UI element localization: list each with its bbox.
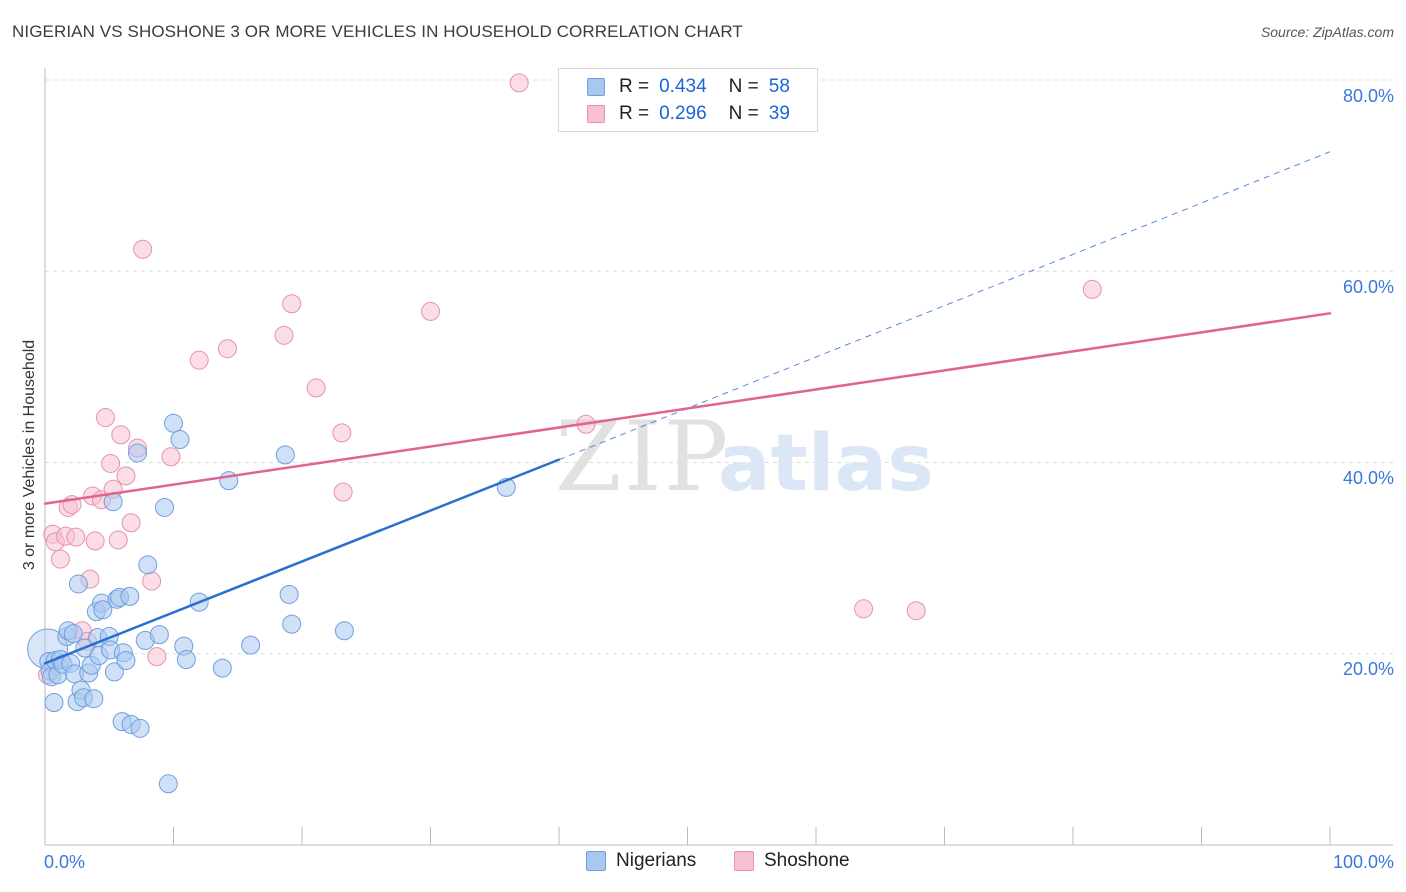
shoshone-point-12: [85, 531, 105, 551]
legend-item-nigerians[interactable]: Nigerians: [586, 850, 696, 872]
nigerians-point-35: [116, 650, 136, 670]
nigerians-point-48: [176, 649, 196, 669]
nigerians-legend-swatch: [586, 851, 606, 871]
nigerians-point-39: [130, 718, 150, 738]
shoshone-point-31: [332, 423, 352, 443]
legend-label-shoshone: Shoshone: [764, 850, 850, 871]
legend-n-label: N =: [728, 103, 759, 124]
shoshone-point-19: [116, 466, 136, 486]
y-tick-label-40: 40.0%: [1342, 468, 1394, 488]
shoshone-point-29: [282, 294, 302, 314]
chart-source: Source: ZipAtlas.com: [1260, 24, 1394, 40]
nigerians-swatch: [587, 78, 605, 96]
nigerians-point-15: [68, 574, 88, 594]
nigerians-point-46: [170, 430, 190, 450]
shoshone-point-14: [95, 408, 115, 428]
y-axis-label: 3 or more Vehicles in Household: [21, 339, 38, 571]
watermark: ZIP atlas: [555, 401, 934, 513]
legend-n-value: 58: [768, 76, 790, 97]
shoshone-point-3: [50, 549, 70, 569]
nigerians-point-52: [241, 635, 261, 655]
shoshone-point-24: [147, 647, 167, 667]
shoshone-point-20: [121, 513, 141, 533]
shoshone-point-27: [217, 339, 237, 359]
legend-r-value: 0.296: [659, 103, 707, 124]
shoshone-point-22: [133, 239, 153, 259]
shoshone-point-23: [142, 571, 162, 591]
nigerians-point-45: [164, 413, 183, 433]
shoshone-trend-line: [43, 312, 1332, 505]
nigerians-point-36: [120, 586, 140, 606]
y-tick-label-80: 80.0%: [1342, 86, 1394, 106]
legend-row-shoshone: R = 0.296 N = 39: [587, 102, 790, 126]
nigerians-trend-line: [43, 458, 561, 665]
shoshone-point-36: [854, 599, 874, 619]
shoshone-point-32: [333, 482, 353, 502]
nigerians-point-4: [44, 693, 64, 713]
gridlines: [45, 79, 1393, 655]
nigerians-point-43: [155, 497, 175, 517]
shoshone-point-26: [189, 350, 209, 370]
nigerians-point-21: [84, 689, 104, 709]
shoshone-point-33: [421, 301, 440, 321]
shoshone-point-30: [306, 378, 326, 398]
axes: [44, 68, 1393, 846]
nigerians-point-50: [212, 658, 232, 678]
nigerians-point-30: [104, 662, 124, 682]
trend-lines: [43, 151, 1332, 665]
nigerians-point-42: [149, 625, 169, 645]
shoshone-point-18: [111, 425, 131, 445]
legend-n-label: N =: [728, 76, 759, 97]
nigerians-point-26: [93, 600, 113, 620]
shoshone-point-38: [1082, 279, 1102, 299]
nigerians-point-55: [282, 614, 302, 634]
legend-n-value: 39: [768, 103, 790, 124]
shoshone-swatch: [587, 105, 605, 123]
nigerians-point-54: [279, 584, 299, 604]
stats-legend: R = 0.434 N = 58 R = 0.296 N = 39: [558, 68, 818, 132]
x-tick-label-max: 100.0%: [1332, 852, 1394, 872]
shoshone-point-7: [66, 527, 86, 547]
chart-title: NIGERIAN VS SHOSHONE 3 OR MORE VEHICLES …: [12, 22, 743, 41]
nigerians-point-53: [275, 445, 295, 465]
y-tick-label-60: 60.0%: [1342, 277, 1394, 297]
shoshone-point-17: [108, 530, 128, 550]
shoshone-point-15: [101, 453, 121, 473]
y-tick-label-20: 20.0%: [1342, 659, 1394, 679]
x-tick-label-min: 0.0%: [44, 852, 86, 872]
shoshone-point-34: [509, 73, 529, 93]
legend-row-nigerians: R = 0.434 N = 58: [587, 75, 790, 99]
watermark-atlas: atlas: [718, 419, 934, 509]
nigerians-point-38: [128, 443, 148, 463]
nigerians-point-12: [63, 624, 83, 644]
shoshone-point-37: [906, 601, 926, 621]
shoshone-points: [38, 73, 1102, 685]
legend-r-label: R =: [619, 76, 650, 97]
nigerians-point-44: [158, 774, 178, 794]
legend-r-label: R =: [619, 103, 650, 124]
series-legend: Nigerians Shoshone: [0, 850, 1406, 880]
nigerians-points: [27, 413, 516, 794]
nigerians-point-56: [334, 621, 354, 641]
legend-label-nigerians: Nigerians: [616, 850, 697, 871]
nigerians-trend-extension: [558, 151, 1331, 461]
shoshone-point-25: [161, 447, 181, 467]
nigerians-point-41: [138, 555, 158, 575]
shoshone-point-28: [274, 325, 294, 345]
legend-r-value: 0.434: [659, 76, 707, 97]
legend-item-shoshone[interactable]: Shoshone: [734, 850, 850, 872]
shoshone-legend-swatch: [734, 851, 754, 871]
